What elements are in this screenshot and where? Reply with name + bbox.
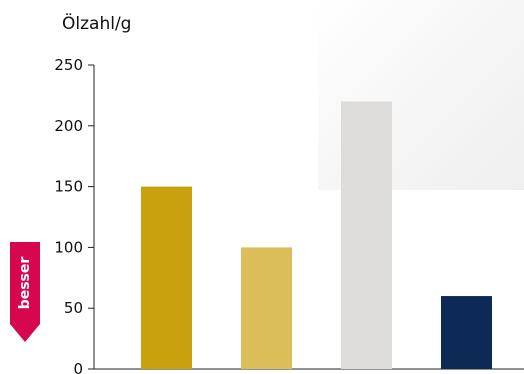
better-indicator-body: besser xyxy=(10,242,40,324)
y-axis-title: Ölzahl/g xyxy=(62,14,132,34)
bar xyxy=(241,247,292,369)
bar xyxy=(141,186,192,369)
y-tick-label: 100 xyxy=(54,238,83,256)
bar xyxy=(341,101,392,369)
better-indicator-badge: besser xyxy=(10,242,40,342)
y-tick-label: 50 xyxy=(64,299,83,317)
y-tick-label: 200 xyxy=(54,117,83,135)
y-tick-label: 0 xyxy=(73,360,83,374)
better-indicator-label: besser xyxy=(17,256,33,310)
down-arrow-icon xyxy=(10,324,40,342)
y-tick-label: 250 xyxy=(54,56,83,74)
bar xyxy=(441,296,492,369)
y-tick-label: 150 xyxy=(54,178,83,196)
